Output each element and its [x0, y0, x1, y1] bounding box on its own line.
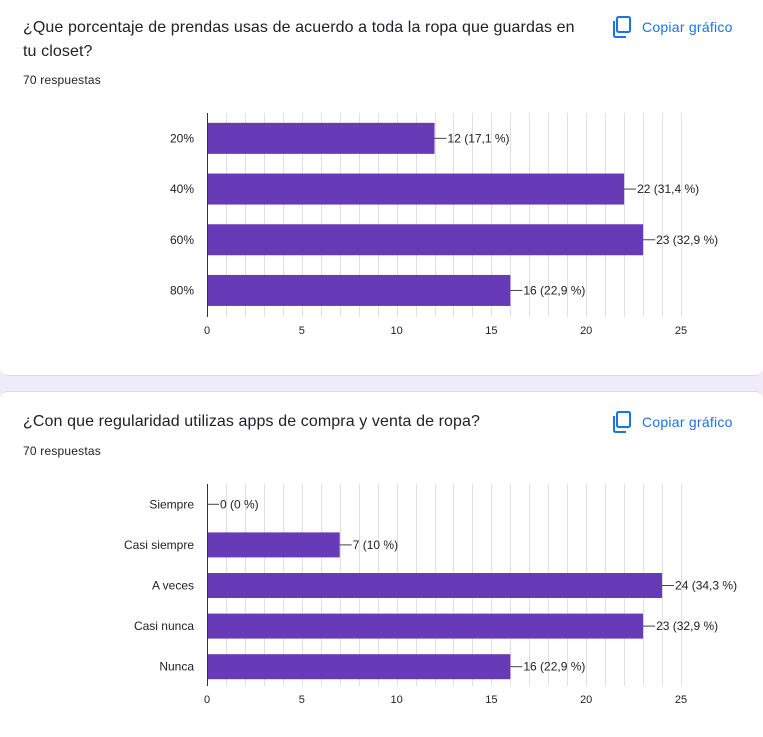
bar[interactable] [208, 654, 511, 680]
category-label: 80% [170, 283, 194, 297]
data-label: 0 (0 %) [220, 497, 259, 511]
bar[interactable] [208, 224, 644, 256]
x-tick-label: 25 [675, 325, 687, 337]
bar-chart-1: 0 5 10 15 20 25 20% 12 (17,1 %) 40% 22 (31,4 %) 60… [170, 113, 718, 337]
x-tick-label: 0 [204, 325, 210, 337]
bar[interactable] [208, 573, 663, 598]
data-label: 23 (32,9 %) [656, 233, 718, 247]
chart-card-1: ¿Que porcentaje de prendas usas de acuer… [0, 0, 763, 376]
chart-card-2: ¿Con que regularidad utilizas apps de co… [0, 391, 763, 737]
copy-icon [613, 16, 631, 38]
x-tick-label: 15 [485, 325, 497, 337]
category-label: Siempre [149, 497, 194, 511]
x-tick-label: 20 [580, 694, 592, 706]
copy-chart-button[interactable]: Copiar gráfico [612, 15, 733, 39]
question-title: ¿Con que regularidad utilizas apps de co… [23, 413, 481, 430]
copy-chart-button[interactable]: Copiar gráfico [612, 410, 733, 434]
x-tick-label: 0 [204, 694, 210, 706]
x-tick-label: 10 [390, 325, 402, 337]
bar[interactable] [208, 122, 435, 154]
data-label: 22 (31,4 %) [637, 182, 699, 196]
x-tick-label: 5 [299, 694, 305, 706]
category-label: Nunca [159, 660, 194, 674]
data-label: 12 (17,1 %) [448, 131, 510, 145]
bar[interactable] [208, 274, 511, 306]
data-label: 23 (32,9 %) [656, 619, 718, 633]
bar[interactable] [208, 613, 644, 639]
copy-icon [613, 411, 631, 433]
response-count: 70 respuestas [23, 444, 101, 458]
copy-chart-label: Copiar gráfico [642, 19, 733, 35]
x-tick-label: 15 [485, 694, 497, 706]
copy-chart-label: Copiar gráfico [642, 414, 733, 430]
category-label: 60% [170, 233, 194, 247]
data-label: 16 (22,9 %) [523, 660, 585, 674]
category-label: 40% [170, 182, 194, 196]
x-tick-label: 10 [390, 694, 402, 706]
x-tick-label: 5 [299, 325, 305, 337]
category-label: A veces [152, 579, 194, 593]
x-tick-label: 25 [675, 694, 687, 706]
bar[interactable] [208, 532, 340, 558]
data-label: 24 (34,3 %) [675, 579, 737, 593]
category-label: Casi nunca [134, 619, 194, 633]
data-label: 16 (22,9 %) [523, 283, 585, 297]
response-count: 70 respuestas [23, 73, 101, 87]
x-tick-label: 20 [580, 325, 592, 337]
category-label: Casi siempre [124, 538, 194, 552]
bar-chart-2: 0 5 10 15 20 25 Siempre 0 (0 %) Casi siempre 7 (1… [124, 484, 737, 706]
question-title: ¿Que porcentaje de prendas usas de acuer… [23, 19, 575, 60]
category-label: 20% [170, 131, 194, 145]
data-label: 7 (10 %) [353, 538, 398, 552]
bar[interactable] [208, 173, 625, 205]
